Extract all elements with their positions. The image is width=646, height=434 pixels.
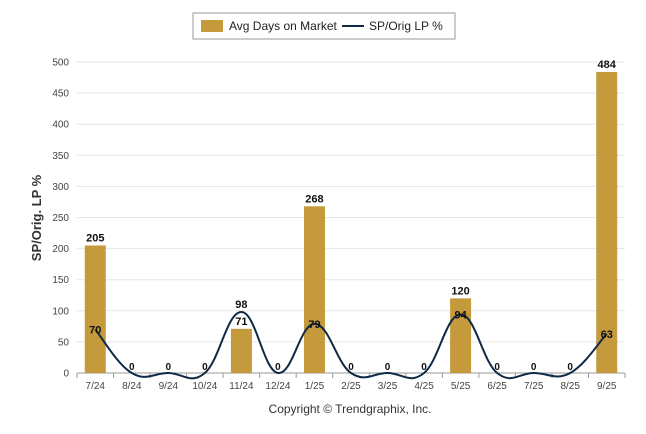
- x-axis: 7/24 8/24 9/24 10/24 11/24 12/24 1/25 2/25 3/25 4…: [76, 373, 626, 392]
- x-tick-label: 11/24: [229, 381, 254, 392]
- y-tick-label: 0: [63, 369, 69, 380]
- line-value-label: 0: [385, 362, 391, 373]
- y-tick-label: 450: [52, 89, 69, 100]
- x-tick-label: 4/25: [414, 381, 434, 392]
- line-value-label: 0: [275, 362, 281, 373]
- line-value-label: 0: [531, 362, 537, 373]
- line-value-label: 0: [348, 362, 354, 373]
- bar-value-label: 268: [305, 193, 323, 205]
- x-tick-label: 6/25: [487, 381, 507, 392]
- line-value-label: 98: [235, 299, 247, 311]
- legend: Avg Days on Market SP/Orig LP %: [192, 12, 456, 40]
- x-tick-label: 9/25: [597, 381, 617, 392]
- line-value-label: 0: [494, 362, 500, 373]
- y-tick-label: 50: [58, 337, 70, 348]
- y-tick-label: 100: [52, 306, 69, 317]
- x-tick-label: 2/25: [341, 381, 361, 392]
- x-tick-label: 5/25: [451, 381, 471, 392]
- x-tick-label: 3/25: [378, 381, 398, 392]
- y-tick-label: 300: [52, 182, 69, 193]
- y-tick-label: 350: [52, 151, 69, 162]
- y-tick-label: 250: [52, 213, 69, 224]
- data-labels: 205 71 268 120 484 70 0 0 0 98 0 79 0 0 0 94 0 0 0 63: [86, 59, 617, 373]
- x-tick-label: 12/24: [265, 381, 290, 392]
- line-value-label: 0: [567, 362, 573, 373]
- legend-label-bar: Avg Days on Market: [229, 19, 337, 33]
- x-tick-label: 8/25: [560, 381, 580, 392]
- bar-value-label: 484: [598, 59, 617, 71]
- line-value-label: 63: [601, 329, 613, 341]
- line-value-label: 0: [421, 362, 427, 373]
- line-sp-orig-lp: [94, 311, 608, 380]
- legend-label-line: SP/Orig LP %: [369, 19, 443, 33]
- bar: [230, 328, 252, 373]
- line-value-label: 94: [454, 310, 467, 322]
- bars: [84, 71, 618, 374]
- line-value-label: 70: [89, 324, 101, 336]
- bar-value-label: 120: [451, 285, 469, 297]
- bar: [303, 206, 325, 373]
- line-value-label: 79: [308, 319, 320, 331]
- bar-value-label: 71: [235, 316, 247, 328]
- line-value-label: 0: [129, 362, 135, 373]
- legend-box: [192, 12, 456, 40]
- x-tick-label: 7/24: [86, 381, 106, 392]
- legend-swatch-bar: [201, 20, 223, 32]
- x-tick-label: 7/25: [524, 381, 544, 392]
- x-tick-label: 10/24: [192, 381, 217, 392]
- x-tick-label: 9/24: [159, 381, 179, 392]
- y-tick-label: 500: [52, 58, 69, 69]
- line-series: [94, 311, 608, 380]
- bar-value-label: 205: [86, 232, 104, 244]
- bar: [596, 71, 618, 374]
- y-axis-title: SP/Orig. LP %: [29, 174, 44, 261]
- grid: [77, 61, 625, 374]
- y-axis: 0 50 100 150 200 250 300 350 400 450 500: [52, 58, 69, 380]
- line-value-label: 0: [202, 362, 208, 373]
- bar: [84, 245, 106, 373]
- line-value-label: 0: [166, 362, 172, 373]
- x-tick-label: 8/24: [122, 381, 142, 392]
- y-tick-label: 150: [52, 275, 69, 286]
- x-tick-label: 1/25: [305, 381, 325, 392]
- copyright-text: Copyright © Trendgraphix, Inc.: [269, 402, 432, 416]
- y-tick-label: 400: [52, 120, 69, 131]
- y-tick-label: 200: [52, 244, 69, 255]
